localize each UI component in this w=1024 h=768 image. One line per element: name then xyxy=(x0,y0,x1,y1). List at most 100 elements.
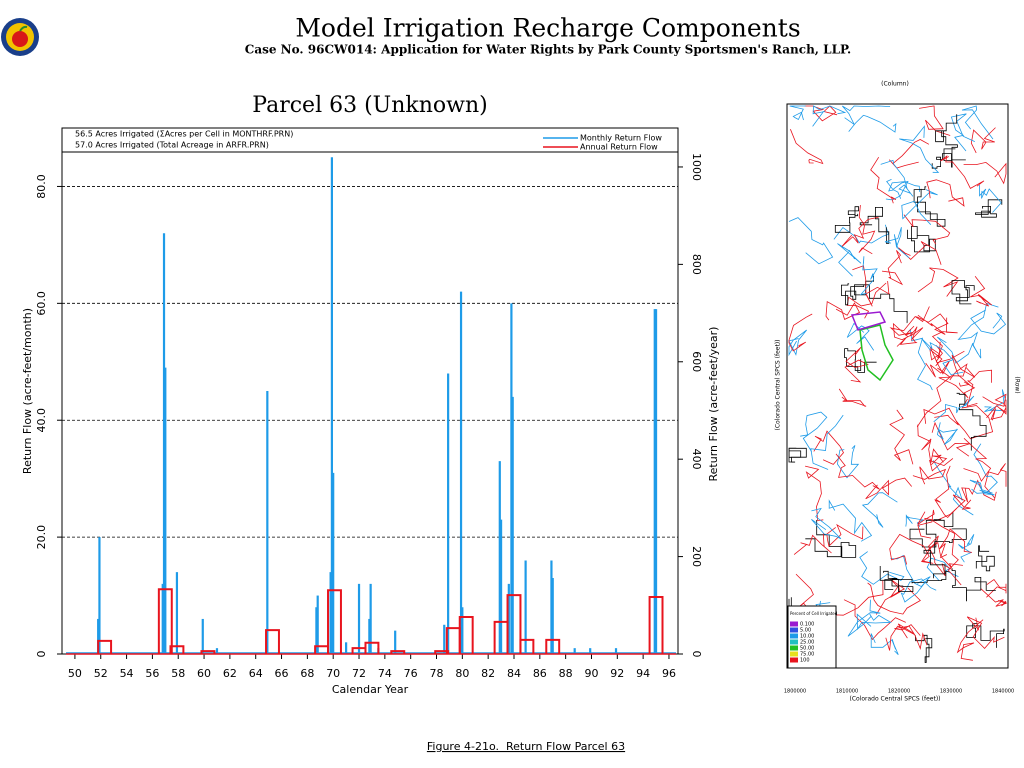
map-legend-swatch xyxy=(790,639,798,645)
map-line xyxy=(939,528,973,559)
map-line xyxy=(927,535,952,576)
annual-flow-step xyxy=(648,596,664,654)
y2-tick-label: 600 xyxy=(690,351,703,372)
x-tick-label: 50 xyxy=(68,667,82,680)
map-line xyxy=(847,599,881,637)
map-line xyxy=(859,207,890,244)
map-line xyxy=(955,398,994,440)
map-line xyxy=(956,619,984,661)
map-line xyxy=(844,347,869,383)
x-tick-label: 68 xyxy=(300,667,314,680)
annual-flow-step xyxy=(519,638,535,654)
map-line xyxy=(881,250,904,286)
logo xyxy=(1,18,39,56)
map-line xyxy=(841,283,865,306)
map-line xyxy=(825,300,861,321)
map-line xyxy=(788,329,808,357)
annual-flow-step xyxy=(157,588,173,654)
map-legend-title: Percent of Cell Irrigated xyxy=(790,611,838,616)
y2-tick-label: 800 xyxy=(690,254,703,275)
x-tick-label: 78 xyxy=(430,667,444,680)
map-line xyxy=(937,367,976,399)
annual-flow-step xyxy=(97,639,113,654)
legend-label: Annual Return Flow xyxy=(580,143,658,152)
y-tick-label: 60.0 xyxy=(35,291,48,316)
map-line xyxy=(966,369,993,407)
map-y-label: (Colorado Central SPCS (feet)) xyxy=(775,339,782,430)
x-tick-label: 74 xyxy=(378,667,392,680)
page-title: Model Irrigation Recharge Components xyxy=(295,14,800,43)
map-line xyxy=(867,582,921,615)
map-line xyxy=(844,348,877,373)
x-axis-label: Calendar Year xyxy=(332,683,409,696)
x-tick-label: 92 xyxy=(610,667,624,680)
y2-tick-label: 200 xyxy=(690,546,703,567)
map-frame xyxy=(786,103,1009,669)
map-line xyxy=(812,105,847,127)
map-line xyxy=(936,422,959,446)
map-line xyxy=(811,507,842,540)
parcel-outline xyxy=(850,311,887,331)
map-line xyxy=(826,523,864,547)
y2-axis-label: Return Flow (acre-feet/year) xyxy=(707,327,720,482)
map-line xyxy=(961,105,994,140)
map-line xyxy=(880,159,914,197)
map-line xyxy=(951,280,975,305)
map-line xyxy=(861,492,898,528)
map-line xyxy=(828,499,873,542)
map-line xyxy=(909,511,954,548)
map-line xyxy=(951,354,976,387)
map-line xyxy=(883,570,914,592)
map-line xyxy=(899,125,940,173)
x-tick-label: 80 xyxy=(455,667,469,680)
y-axis-label: Return Flow (acre-feet/month) xyxy=(21,308,34,474)
y-tick-label: 0 xyxy=(35,651,48,658)
x-tick-label: 54 xyxy=(120,667,134,680)
map-line xyxy=(951,568,996,602)
map-x-tick-label: 1800000 xyxy=(784,689,806,695)
map-line xyxy=(885,625,928,651)
map-line xyxy=(805,465,824,522)
map-line xyxy=(889,409,914,465)
map-line xyxy=(858,205,876,255)
map-x-tick-label: 1820000 xyxy=(888,689,910,695)
map-line xyxy=(971,443,998,494)
annual-flow-step xyxy=(506,594,522,654)
map-line xyxy=(975,199,1003,218)
page-subtitle: Case No. 96CW014: Application for Water … xyxy=(245,43,851,57)
map-line xyxy=(913,186,946,227)
map-legend-label: 0.100 xyxy=(800,622,814,628)
legend-label: Monthly Return Flow xyxy=(580,134,662,143)
annual-flow-step xyxy=(434,650,450,654)
map-line xyxy=(986,399,1007,421)
map-line xyxy=(903,214,951,245)
map-x-label: (Colorado Central SPCS (feet)) xyxy=(849,696,940,703)
annual-flow-step xyxy=(458,615,474,654)
map-line xyxy=(805,520,857,558)
map-line xyxy=(852,265,890,307)
annual-flow-step xyxy=(265,629,280,654)
x-tick-label: 70 xyxy=(326,667,340,680)
map-top-label: (Column) xyxy=(881,81,909,88)
x-tick-label: 56 xyxy=(145,667,159,680)
x-tick-label: 88 xyxy=(559,667,573,680)
parcel-outline xyxy=(859,324,894,382)
map-x-tick-label: 1810000 xyxy=(836,689,858,695)
map-line xyxy=(957,302,999,354)
y-tick-label: 20.0 xyxy=(35,525,48,550)
map-line xyxy=(788,217,834,265)
x-tick-label: 62 xyxy=(223,667,237,680)
map-line xyxy=(810,414,844,470)
x-tick-label: 72 xyxy=(352,667,366,680)
map-line xyxy=(800,411,828,452)
map-line xyxy=(789,105,806,121)
x-tick-label: 76 xyxy=(404,667,418,680)
map-right-label: (Row) xyxy=(1014,376,1021,393)
map-legend-swatch xyxy=(790,621,798,627)
annual-flow-step xyxy=(169,645,185,654)
map-line xyxy=(915,634,933,663)
map-line xyxy=(940,155,985,189)
map-line xyxy=(931,421,971,457)
